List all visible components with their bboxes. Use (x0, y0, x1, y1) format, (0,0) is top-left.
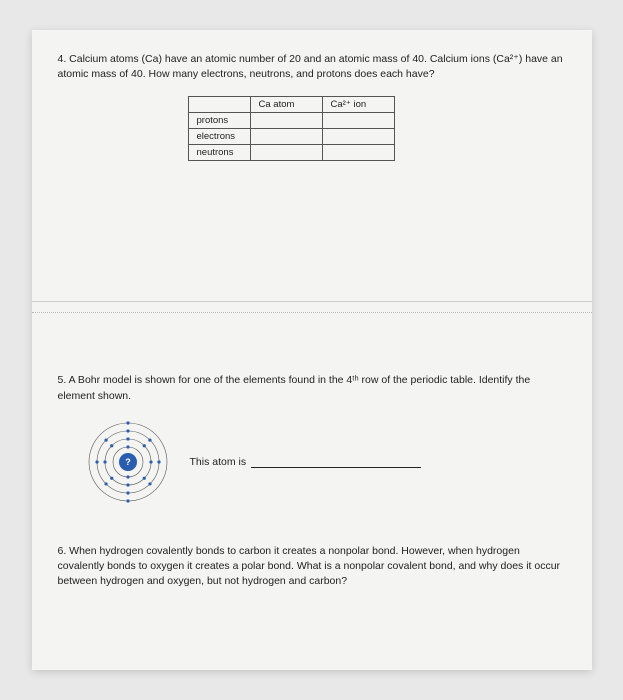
divider-line (32, 301, 592, 302)
row-header: electrons (188, 129, 250, 145)
table-cell (322, 145, 394, 161)
col-header: Ca atom (250, 97, 322, 113)
worksheet-page: 4. Calcium atoms (Ca) have an atomic num… (32, 30, 592, 670)
page-divider (32, 301, 592, 313)
col-header: Ca²⁺ ion (322, 97, 394, 113)
table-cell (322, 129, 394, 145)
question-5-text: 5. A Bohr model is shown for one of the … (58, 373, 566, 403)
table-cell (250, 145, 322, 161)
table-row: neutrons (188, 145, 394, 161)
divider-line (32, 312, 592, 313)
table-row: protons (188, 113, 394, 129)
question-4-text: 4. Calcium atoms (Ca) have an atomic num… (58, 52, 566, 82)
table-row: electrons (188, 129, 394, 145)
q4-table: Ca atom Ca²⁺ ion protons electrons neutr… (188, 96, 395, 161)
table-cell (322, 113, 394, 129)
q5-answer-line: This atom is (190, 456, 422, 468)
q5-content-row: ? This atom is (86, 420, 566, 504)
question-4: 4. Calcium atoms (Ca) have an atomic num… (58, 52, 566, 161)
question-6: 6. When hydrogen covalently bonds to car… (58, 544, 566, 590)
row-header: neutrons (188, 145, 250, 161)
table-cell (250, 113, 322, 129)
row-header: protons (188, 113, 250, 129)
answer-blank (251, 467, 421, 468)
question-6-text: 6. When hydrogen covalently bonds to car… (58, 544, 566, 590)
table-row: Ca atom Ca²⁺ ion (188, 97, 394, 113)
svg-text:?: ? (125, 457, 131, 467)
table-corner (188, 97, 250, 113)
answer-label: This atom is (190, 456, 247, 468)
question-5: 5. A Bohr model is shown for one of the … (58, 373, 566, 503)
bohr-model-diagram: ? (86, 420, 170, 504)
table-cell (250, 129, 322, 145)
